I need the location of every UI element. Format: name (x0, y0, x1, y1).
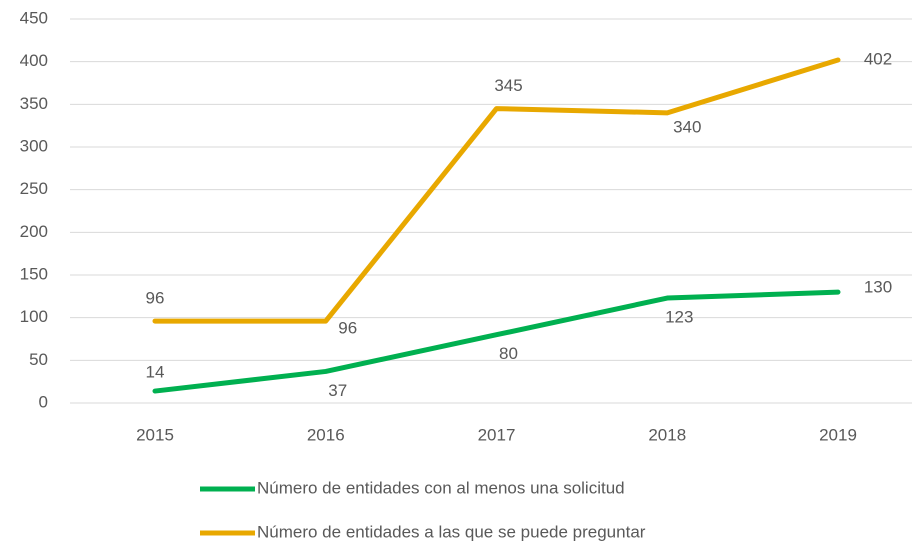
x-tick-label: 2018 (648, 425, 686, 444)
data-label: 14 (146, 363, 165, 382)
x-tick-label: 2015 (136, 425, 174, 444)
data-label: 340 (673, 117, 701, 136)
x-tick-label: 2019 (819, 425, 857, 444)
legend-label: Número de entidades a las que se puede p… (257, 522, 646, 541)
x-tick-label: 2016 (307, 425, 345, 444)
data-label: 37 (328, 381, 347, 400)
data-label: 345 (494, 76, 522, 95)
y-tick-label: 200 (20, 222, 48, 241)
y-tick-label: 400 (20, 51, 48, 70)
y-tick-label: 350 (20, 94, 48, 113)
y-tick-label: 0 (39, 392, 48, 411)
data-label: 130 (864, 278, 892, 297)
data-label: 80 (499, 344, 518, 363)
data-label: 402 (864, 49, 892, 68)
data-label: 96 (146, 289, 165, 308)
series-line (152, 57, 841, 324)
y-tick-label: 50 (29, 350, 48, 369)
y-tick-label: 250 (20, 179, 48, 198)
legend-label: Número de entidades con al menos una sol… (257, 478, 625, 497)
series-line (152, 289, 841, 394)
y-tick-label: 150 (20, 264, 48, 283)
x-tick-label: 2017 (478, 425, 516, 444)
y-tick-label: 450 (20, 8, 48, 27)
data-label: 123 (665, 308, 693, 327)
y-tick-label: 100 (20, 307, 48, 326)
y-tick-label: 300 (20, 136, 48, 155)
data-label: 96 (338, 319, 357, 338)
